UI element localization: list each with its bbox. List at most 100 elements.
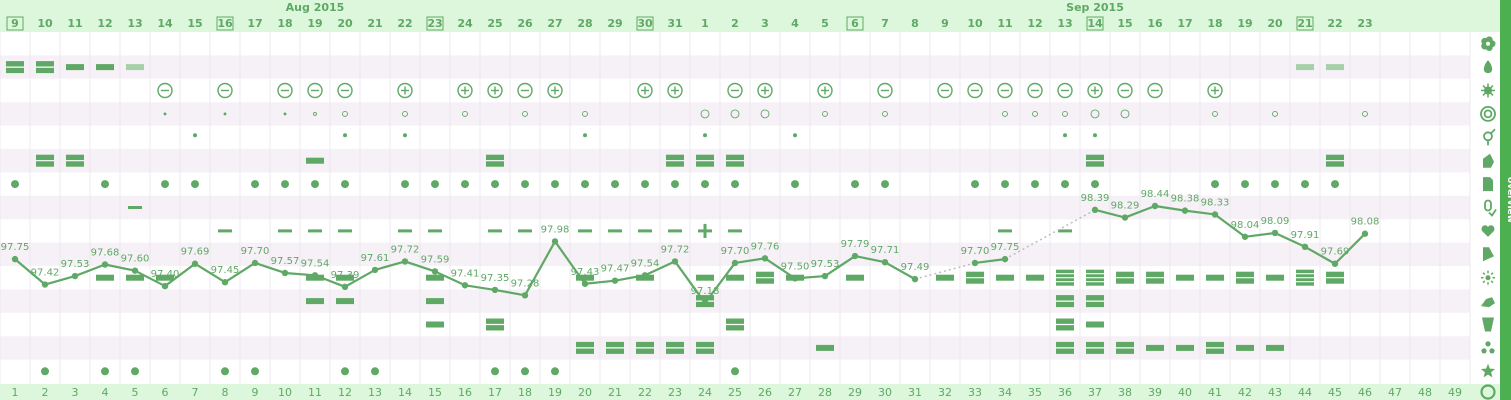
temp-segment — [254, 261, 286, 275]
cycle-icon[interactable] — [1480, 384, 1496, 400]
mark-ring — [727, 82, 743, 99]
negative-mark — [1057, 82, 1073, 99]
date-label: 9 — [941, 17, 949, 30]
temp-label: 98.08 — [1351, 217, 1380, 228]
bar-fill — [1086, 321, 1104, 328]
negative-mark — [937, 82, 953, 99]
negative-mark — [1117, 82, 1133, 99]
temp-label: 97.43 — [571, 267, 600, 278]
temp-point — [731, 259, 739, 267]
temp-segment — [1124, 204, 1156, 219]
entry-bar — [1236, 271, 1254, 284]
temp-point — [461, 282, 469, 289]
date-label: 2 — [731, 17, 739, 30]
temp-segment — [464, 284, 496, 291]
temp-label: 97.53 — [811, 259, 840, 270]
sparkle-icon[interactable] — [1481, 270, 1495, 285]
capsule — [1484, 199, 1492, 212]
temp-label: 97.60 — [121, 254, 150, 265]
temp-point — [1181, 207, 1189, 214]
swirl-icon[interactable] — [1480, 106, 1496, 122]
temp-label: 97.76 — [751, 241, 780, 252]
dots-icon[interactable] — [1481, 341, 1495, 354]
entry-dot — [431, 180, 439, 189]
cycle-day-label: 2 — [42, 386, 49, 399]
cycle-day-label: 47 — [1388, 386, 1402, 399]
cycle-day-label: 46 — [1358, 386, 1372, 399]
cycle-day-label: 42 — [1238, 386, 1252, 399]
mucus-mark — [1062, 110, 1068, 117]
entry-bar — [696, 274, 714, 281]
temp-segment — [434, 270, 466, 287]
cycle-day-label: 25 — [728, 386, 742, 399]
pill-icon[interactable] — [1484, 199, 1497, 217]
mark-ring — [1027, 82, 1043, 99]
temp-point — [971, 259, 979, 267]
temp-segment — [44, 274, 76, 286]
temp-label: 97.79 — [841, 239, 870, 250]
heart-icon[interactable] — [1481, 225, 1495, 237]
row-band — [0, 242, 1470, 266]
entry-dot — [341, 367, 349, 376]
temp-label: 97.91 — [1291, 230, 1320, 241]
entry-dash — [608, 229, 622, 233]
tiny-dot — [1093, 133, 1097, 138]
temp-segment — [404, 260, 436, 273]
cycle-day-label: 41 — [1208, 386, 1222, 399]
temp-point — [491, 286, 499, 294]
test-strip-icon[interactable] — [1483, 247, 1494, 262]
mucus-mark — [1212, 110, 1218, 117]
date-label: 21 — [367, 17, 382, 30]
cycle-day-label: 40 — [1178, 386, 1192, 399]
drop-icon[interactable] — [1483, 60, 1493, 74]
entry-dot — [311, 180, 319, 189]
temp-label: 97.69 — [1321, 247, 1350, 258]
tiny-dot — [793, 133, 797, 138]
overview-sidebar[interactable]: overview — [1500, 0, 1511, 400]
entry-dash — [728, 229, 742, 233]
temp-segment — [194, 262, 226, 284]
temp-label: 97.59 — [421, 254, 450, 265]
entry-bar — [1236, 344, 1254, 351]
gender-icon[interactable] — [1483, 128, 1496, 146]
negative-mark — [877, 82, 893, 99]
positive-mark — [1207, 82, 1223, 99]
date-label: 17 — [247, 17, 262, 30]
glass-icon[interactable] — [1482, 317, 1494, 332]
temp-segment — [284, 271, 316, 277]
negative-mark — [1027, 82, 1043, 99]
flower-icon[interactable] — [1481, 36, 1496, 52]
mucus-mark — [1120, 109, 1130, 119]
cycle-day-label: 16 — [458, 386, 472, 399]
date-label: 31 — [667, 17, 682, 30]
document-icon[interactable] — [1483, 177, 1493, 192]
temp-point — [881, 258, 889, 266]
date-label: 16 — [217, 17, 233, 30]
temp-point — [281, 269, 289, 277]
temp-point — [791, 275, 799, 282]
temp-segment — [794, 274, 826, 280]
entry-bar — [726, 274, 744, 281]
virus-icon[interactable] — [1481, 83, 1495, 98]
date-label: 14 — [157, 17, 173, 30]
star-icon[interactable] — [1480, 363, 1496, 378]
drop — [1483, 60, 1493, 74]
date-label: 13 — [127, 17, 142, 30]
positive-mark — [817, 82, 833, 99]
entry-dot — [671, 180, 679, 189]
hand-icon[interactable] — [1483, 153, 1494, 168]
overview-tab-label[interactable]: overview — [1505, 177, 1511, 223]
running-icon[interactable] — [1481, 297, 1495, 308]
entry-dash — [308, 229, 322, 233]
mucus-mark — [223, 112, 227, 116]
temp-label: 97.41 — [451, 268, 480, 279]
entry-bar — [96, 274, 114, 281]
temp-label: 97.75 — [991, 242, 1020, 253]
mark-ring — [667, 82, 683, 99]
entry-bar — [816, 344, 834, 351]
negative-mark — [217, 82, 233, 99]
row-band — [0, 195, 1470, 220]
spike — [1482, 85, 1489, 92]
bar-fill — [426, 298, 444, 305]
negative-mark — [337, 82, 353, 99]
